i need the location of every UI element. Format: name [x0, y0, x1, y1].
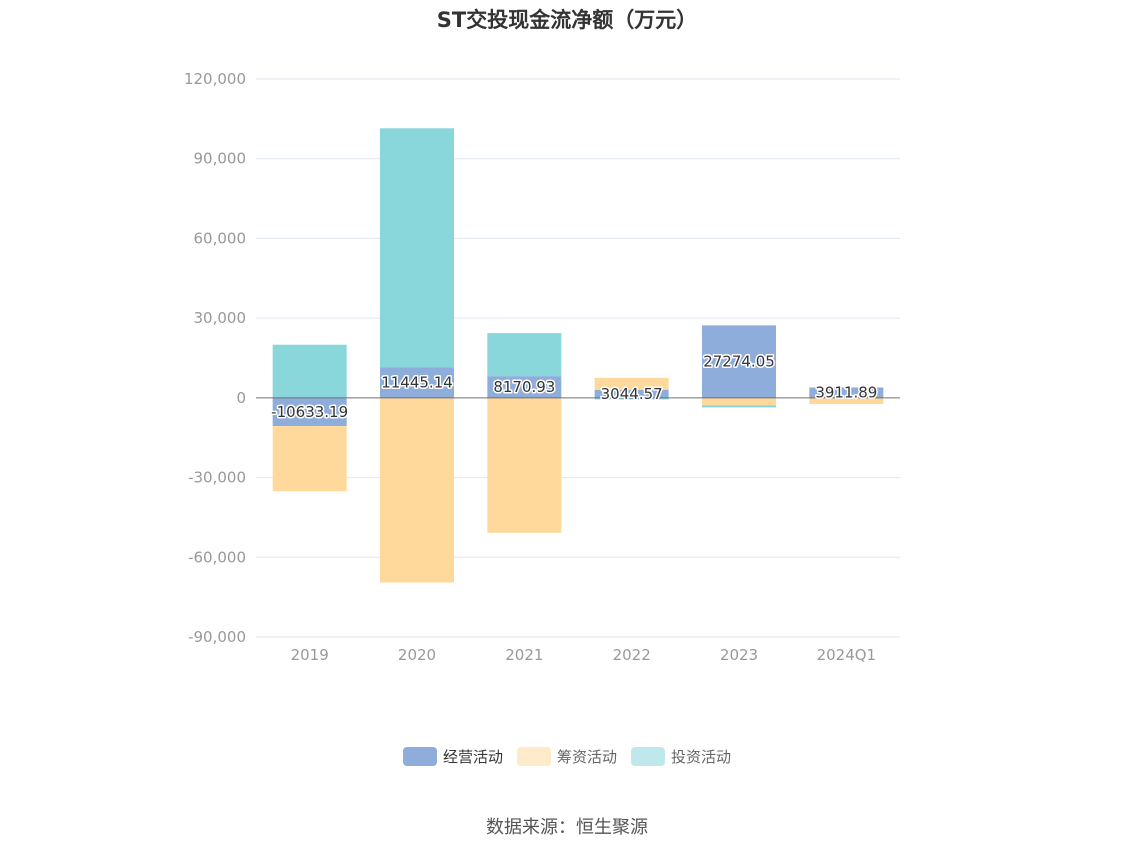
bar-segment [380, 128, 454, 368]
bar-segment [272, 426, 347, 492]
y-tick-label: 120,000 [184, 70, 246, 88]
bar-segment [702, 397, 776, 406]
legend-swatch [402, 747, 437, 766]
bar-layer [272, 128, 884, 583]
legend-swatch [631, 747, 665, 766]
legend-item[interactable]: 经营活动 [402, 746, 503, 767]
y-tick-label: -90,000 [188, 628, 246, 646]
bar-segment [594, 377, 669, 390]
x-tick-label: 2024Q1 [817, 646, 877, 664]
bar-segment [809, 397, 884, 404]
legend: 经营活动 筹资活动 投资活动 [0, 746, 1134, 767]
x-tick-label: 2022 [613, 646, 651, 664]
data-label: 8170.93 [493, 378, 555, 396]
data-label: -10633.19 [271, 403, 348, 421]
legend-label: 筹资活动 [556, 748, 617, 766]
source-note: 数据来源：恒生聚源 [486, 817, 648, 838]
bar-segment [272, 344, 347, 398]
grid-layer [256, 78, 900, 638]
bar-segment [809, 403, 884, 404]
y-tick-label: -30,000 [188, 469, 246, 487]
bar-segment [380, 397, 454, 583]
legend-label: 投资活动 [671, 748, 732, 766]
axis-layer: -90,000 -60,000 -30,000 0 30,000 60,000 90,000… [184, 70, 900, 664]
bar-segment [809, 387, 884, 398]
data-label: 11445.14 [381, 374, 453, 392]
bar-segment [380, 367, 454, 398]
bar-segment [702, 325, 776, 398]
bar-segment [594, 397, 669, 400]
data-label: 3911.89 [815, 384, 877, 402]
legend-swatch [516, 747, 551, 766]
y-tick-label: 0 [236, 389, 246, 407]
data-label: 27274.05 [703, 353, 775, 371]
x-tick-label: 2021 [505, 646, 543, 664]
legend-label: 经营活动 [442, 748, 503, 766]
bar-segment [594, 389, 669, 398]
bar-segment [487, 333, 562, 377]
y-tick-label: 90,000 [194, 150, 247, 168]
chart-title: ST交投现金流净额（万元） [436, 8, 698, 32]
bar-segment [702, 405, 776, 408]
y-tick-label: -60,000 [188, 548, 246, 566]
bar-segment [487, 376, 562, 398]
legend-item[interactable]: 投资活动 [631, 746, 731, 767]
bar-segment [487, 397, 562, 533]
x-tick-label: 2020 [398, 646, 436, 664]
x-tick-label: 2023 [720, 646, 758, 664]
data-label-layer: -10633.19 11445.14 8170.93 3044.57 27274.05 3… [270, 351, 879, 422]
legend-item[interactable]: 筹资活动 [516, 746, 617, 767]
bar-segment [272, 397, 347, 427]
x-tick-label: 2019 [291, 646, 329, 664]
data-label: 3044.57 [601, 385, 663, 403]
y-tick-label: 60,000 [194, 229, 247, 247]
y-tick-label: 30,000 [194, 309, 247, 327]
